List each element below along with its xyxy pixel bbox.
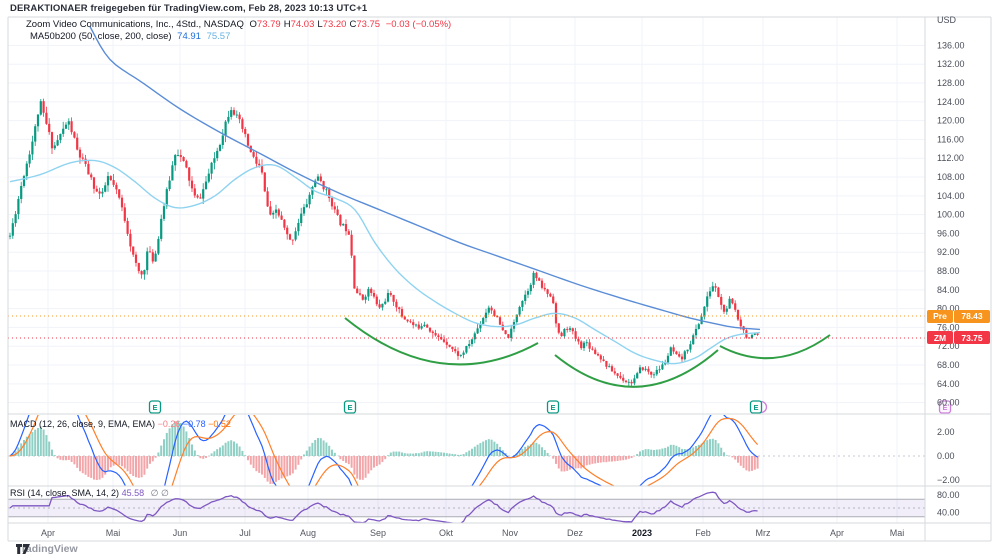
time-axis-label: Mai [106,528,121,538]
rsi-band [8,499,925,517]
time-axis-label: Sep [370,528,386,538]
last-badge-value: 73.75 [954,331,990,345]
currency-label[interactable]: USD [937,15,957,25]
time-axis-label: Okt [439,528,454,538]
rsi-series [9,491,758,523]
svg-text:64.00: 64.00 [937,379,960,389]
svg-text:100.00: 100.00 [937,210,965,220]
macd-series [9,415,759,486]
svg-text:84.00: 84.00 [937,285,960,295]
svg-text:2.00: 2.00 [937,427,955,437]
time-axis-label: Mrz [756,528,771,538]
license-banner: DERAKTIONAER freigegeben für TradingView… [10,3,368,14]
support-arc-drawings[interactable] [344,317,831,388]
premarket-badge-value: 78.43 [954,309,990,323]
svg-text:80.00: 80.00 [937,304,960,314]
tradingview-attribution[interactable]: TradingView [16,543,78,555]
svg-text:40.00: 40.00 [937,507,960,517]
earnings-icon [546,400,560,414]
time-axis-label: Jun [173,528,188,538]
time-axis-label: Aug [300,528,316,538]
svg-text:116.00: 116.00 [937,134,964,144]
time-axis-label: Mai [890,528,905,538]
svg-text:E: E [753,403,758,412]
time-axis-label: Apr [41,528,55,538]
gridlines [8,17,925,523]
time-axis-label: Nov [502,528,519,538]
ma200-line [89,26,761,331]
svg-text:E: E [942,403,947,412]
time-axis-label: Feb [695,528,711,538]
svg-text:72.00: 72.00 [937,341,960,351]
svg-text:132.00: 132.00 [937,59,965,69]
svg-text:E: E [550,403,555,412]
svg-text:120.00: 120.00 [937,116,965,126]
svg-text:104.00: 104.00 [937,191,965,201]
time-axis-label: Dez [567,528,584,538]
svg-text:E: E [347,403,352,412]
time-axis-label: Jul [239,528,251,538]
svg-text:0.00: 0.00 [937,451,955,461]
ma50-line [9,159,761,365]
last-price-badge[interactable]: ZM 73.75 [927,331,990,345]
last-badge-label: ZM [927,331,953,345]
premarket-price-badge[interactable]: Pre 78.43 [927,309,990,323]
price-scale[interactable]: 136.00 132.00 128.00 124.00 120.00 116.00 112.… [937,40,965,517]
svg-text:136.00: 136.00 [937,40,965,50]
svg-text:96.00: 96.00 [937,228,960,238]
moving-averages [9,26,761,365]
svg-text:76.00: 76.00 [937,322,960,332]
time-axis-label: Apr [830,528,844,538]
svg-text:60.00: 60.00 [937,398,960,408]
svg-text:112.00: 112.00 [937,153,964,163]
svg-text:124.00: 124.00 [937,97,965,107]
candlestick-series[interactable] [8,98,759,387]
earnings-icon [343,400,357,414]
earnings-icon [148,400,162,414]
pane-frame [7,16,992,542]
svg-text:88.00: 88.00 [937,266,960,276]
tradingview-brand-text: TradingView [16,543,78,555]
svg-text:−2.00: −2.00 [937,475,960,485]
premarket-badge-label: Pre [927,309,953,323]
svg-text:80.00: 80.00 [937,490,960,500]
upcoming-earnings-icon [938,400,952,414]
time-scale[interactable]: Apr Mai Jun Jul Aug Sep Okt Nov Dez 2023 Feb Mrz Apr… [41,528,904,538]
svg-text:128.00: 128.00 [937,78,965,88]
tradingview-logo-icon [16,544,30,554]
earnings-icon [749,400,763,414]
svg-text:E: E [152,403,157,412]
svg-text:68.00: 68.00 [937,360,960,370]
time-axis-label: 2023 [632,528,652,538]
svg-text:108.00: 108.00 [937,172,965,182]
svg-text:92.00: 92.00 [937,247,960,257]
